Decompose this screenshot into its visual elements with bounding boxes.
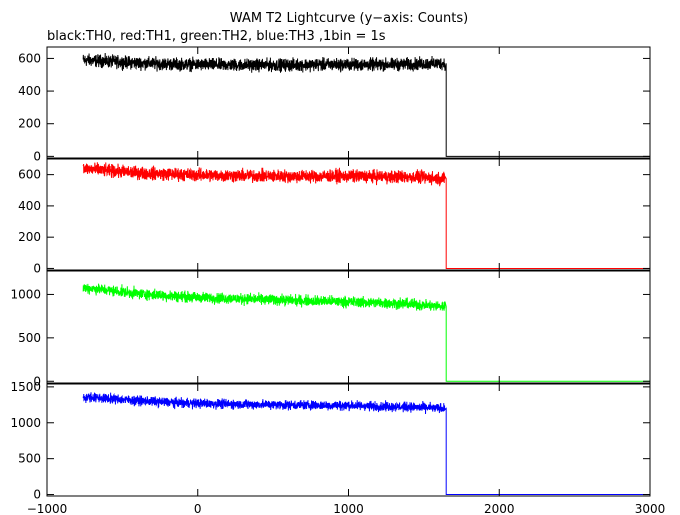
plot-frame [46, 270, 651, 384]
y-tick-label: 400 [18, 199, 41, 213]
panel-th0: 0 200 400 600 [18, 46, 651, 163]
y-tick-label: 1000 [10, 287, 41, 301]
series-line-th1 [82, 162, 650, 269]
y-tick-label: 0 [33, 261, 41, 275]
y-tick-label: 0 [33, 488, 41, 502]
y-tick-label: 400 [18, 84, 41, 98]
y-tick-label: 1000 [10, 416, 41, 430]
x-tick-label: 3000 [635, 502, 666, 515]
panels-group: 0 200 400 600 0 200 400 600 0 500 1000 0 500 1000 1500… [10, 46, 665, 515]
panel-th1: 0 200 400 600 [18, 158, 651, 275]
y-tick-label: 200 [18, 117, 41, 131]
y-tick-label: 500 [18, 452, 41, 466]
chart-subtitle: black:TH0, red:TH1, green:TH2, blue:TH3 … [47, 29, 386, 44]
y-tick-label: 0 [33, 374, 41, 388]
y-tick-label: 500 [18, 331, 41, 345]
panel-th2: 0 500 1000 [10, 270, 651, 388]
chart-title: WAM T2 Lightcurve (y−axis: Counts) [230, 11, 468, 26]
series-line-th2 [82, 283, 650, 382]
x-tick-label: 0 [194, 502, 202, 515]
y-tick-label: 0 [33, 149, 41, 163]
y-tick-label: 600 [18, 51, 41, 65]
y-tick-label: 600 [18, 168, 41, 182]
y-tick-label: 200 [18, 230, 41, 244]
y-tick-label: 1500 [10, 380, 41, 394]
x-tick-label: 2000 [484, 502, 515, 515]
x-tick-label: −1000 [27, 502, 68, 515]
x-tick-label: 1000 [333, 502, 364, 515]
series-line-th0 [82, 53, 650, 157]
series-line-th3 [82, 392, 650, 496]
